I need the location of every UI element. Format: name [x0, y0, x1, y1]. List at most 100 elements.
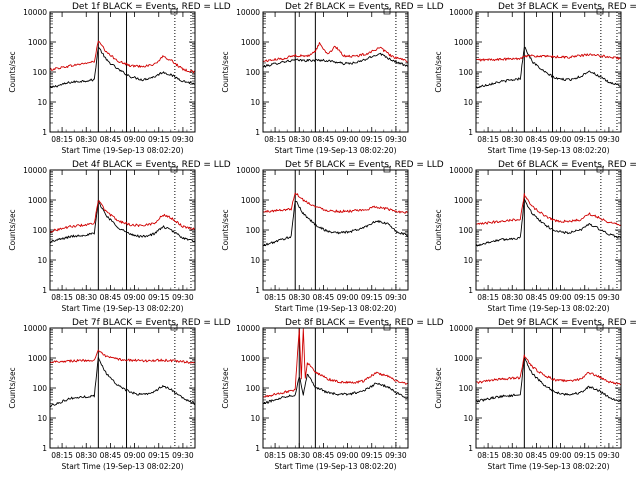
events-series-line [475, 198, 622, 247]
chart-title: Det 5f BLACK = Events, RED = LLD [285, 160, 444, 170]
y-tick-label: 100 [459, 226, 474, 235]
y-tick-label: 10 [37, 98, 47, 107]
y-tick-label: 100 [33, 226, 48, 235]
x-tick-label: 09:15 [361, 135, 383, 144]
x-tick-label: 09:00 [337, 135, 359, 144]
chart-panel: Det 8f BLACK = Events, RED = LLD Counts/s… [221, 318, 444, 471]
y-tick-label: 100 [459, 68, 474, 77]
y-axis-label: Counts/sec [434, 51, 443, 92]
x-axis-label: Start Time (19-Sep-13 08:02:20) [488, 146, 610, 155]
chart-title: Det 7f BLACK = Events, RED = LLD [72, 318, 231, 328]
x-tick-label: 08:30 [75, 451, 97, 460]
lld-series-line [475, 193, 622, 226]
x-tick-label: 08:30 [501, 451, 523, 460]
chart-title: Det 1f BLACK = Events, RED = LLD [72, 2, 231, 12]
chart-panel: Det 5f BLACK = Events, RED = LLD Counts/s… [221, 160, 444, 313]
x-tick-label: 09:15 [574, 451, 596, 460]
x-tick-label: 09:15 [148, 293, 170, 302]
x-tick-label: 08:45 [100, 293, 122, 302]
y-tick-label: 10000 [23, 8, 47, 17]
x-tick-label: 08:15 [264, 293, 286, 302]
y-tick-label: 1000 [241, 354, 260, 363]
x-tick-label: 08:15 [477, 451, 499, 460]
x-tick-label: 09:00 [550, 293, 572, 302]
y-tick-label: 1000 [28, 354, 47, 363]
chart-title: Det 6f BLACK = Events, RED = LLD [498, 160, 640, 170]
plot-frame [262, 11, 409, 133]
chart-panel: Det 9f BLACK = Events, RED = LLD Counts/s… [434, 318, 640, 471]
events-series-line [475, 46, 622, 89]
y-axis-label: Counts/sec [221, 209, 230, 250]
x-tick-label: 08:30 [288, 135, 310, 144]
x-tick-label: 09:00 [124, 135, 146, 144]
y-tick-label: 10 [463, 256, 473, 265]
x-tick-label: 09:15 [574, 135, 596, 144]
y-tick-label: 100 [246, 384, 261, 393]
x-axis-label: Start Time (19-Sep-13 08:02:20) [488, 462, 610, 471]
x-tick-label: 08:30 [75, 293, 97, 302]
x-tick-label: 09:15 [148, 135, 170, 144]
events-series-line [262, 200, 409, 247]
plot-frame [49, 327, 196, 449]
x-axis-label: Start Time (19-Sep-13 08:02:20) [62, 304, 184, 313]
x-tick-label: 09:00 [337, 293, 359, 302]
x-axis-label: Start Time (19-Sep-13 08:02:20) [275, 146, 397, 155]
x-tick-label: 09:00 [550, 451, 572, 460]
y-tick-label: 10 [250, 98, 260, 107]
events-series-line [49, 199, 196, 244]
x-tick-label: 09:00 [550, 135, 572, 144]
x-tick-label: 09:15 [574, 293, 596, 302]
y-tick-label: 10000 [449, 8, 473, 17]
y-tick-label: 10000 [236, 166, 260, 175]
events-series-line [262, 52, 409, 68]
lld-series-line [49, 40, 196, 74]
x-tick-label: 09:15 [361, 451, 383, 460]
y-tick-label: 1 [255, 128, 260, 137]
y-tick-label: 1000 [28, 38, 47, 47]
x-tick-label: 08:15 [264, 451, 286, 460]
plot-frame [262, 169, 409, 291]
x-tick-label: 08:45 [313, 135, 335, 144]
y-axis-label: Counts/sec [434, 367, 443, 408]
y-axis-label: Counts/sec [434, 209, 443, 250]
lld-series-line [49, 349, 196, 364]
y-tick-label: 1000 [241, 38, 260, 47]
x-tick-label: 09:00 [124, 293, 146, 302]
plot-frame [475, 11, 622, 133]
x-tick-label: 09:30 [172, 135, 194, 144]
x-tick-label: 08:30 [75, 135, 97, 144]
x-tick-label: 09:30 [385, 293, 407, 302]
y-tick-label: 10000 [23, 166, 47, 175]
lld-series-line [262, 42, 409, 63]
x-tick-label: 08:45 [313, 451, 335, 460]
y-axis-label: Counts/sec [8, 51, 17, 92]
x-tick-label: 08:30 [288, 451, 310, 460]
lld-series-line [475, 354, 622, 386]
x-tick-label: 08:30 [501, 293, 523, 302]
x-tick-label: 09:30 [385, 451, 407, 460]
chart-title: Det 3f BLACK = Events, RED = LLD [498, 2, 640, 12]
y-tick-label: 1 [255, 286, 260, 295]
x-tick-label: 08:30 [288, 293, 310, 302]
y-axis-label: Counts/sec [221, 51, 230, 92]
events-series-line [49, 356, 196, 408]
y-tick-label: 1 [468, 128, 473, 137]
x-tick-label: 09:00 [337, 451, 359, 460]
plot-frame [475, 169, 622, 291]
plot-frame [262, 327, 409, 449]
y-axis-label: Counts/sec [221, 367, 230, 408]
y-tick-label: 1 [42, 128, 47, 137]
chart-panel: Det 1f BLACK = Events, RED = LLD Counts/s… [8, 2, 231, 155]
plot-frame [49, 169, 196, 291]
x-tick-label: 08:45 [100, 135, 122, 144]
chart-title: Det 4f BLACK = Events, RED = LLD [72, 160, 231, 170]
x-tick-label: 08:15 [477, 293, 499, 302]
y-tick-label: 1 [255, 444, 260, 453]
x-axis-label: Start Time (19-Sep-13 08:02:20) [62, 146, 184, 155]
x-tick-label: 09:15 [148, 451, 170, 460]
chart-panel: Det 7f BLACK = Events, RED = LLD Counts/s… [8, 318, 231, 471]
y-tick-label: 100 [33, 68, 48, 77]
events-series-line [262, 373, 409, 404]
y-tick-label: 1000 [454, 38, 473, 47]
